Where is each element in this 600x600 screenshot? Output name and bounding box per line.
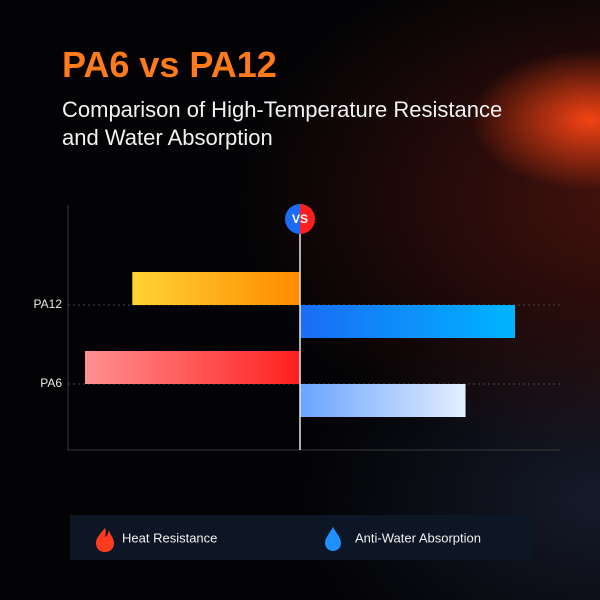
y-tick-label: PA6	[40, 376, 62, 390]
legend-label: Anti-Water Absorption	[355, 530, 481, 545]
vs-label: VS	[292, 212, 308, 226]
bar	[85, 351, 300, 384]
legend-label: Heat Resistance	[122, 530, 217, 545]
bar	[132, 272, 300, 305]
legend-box	[70, 515, 532, 560]
vs-badge-right	[300, 204, 315, 234]
y-tick-label: PA12	[34, 297, 63, 311]
bar	[300, 384, 466, 417]
fire-icon	[96, 528, 114, 552]
chart-subtitle: Comparison of High-Temperature Resistanc…	[62, 97, 503, 150]
drop-icon	[325, 527, 341, 551]
vs-badge-left	[285, 204, 300, 234]
chart-title: PA6 vs PA12	[62, 44, 277, 85]
bar	[300, 305, 515, 338]
